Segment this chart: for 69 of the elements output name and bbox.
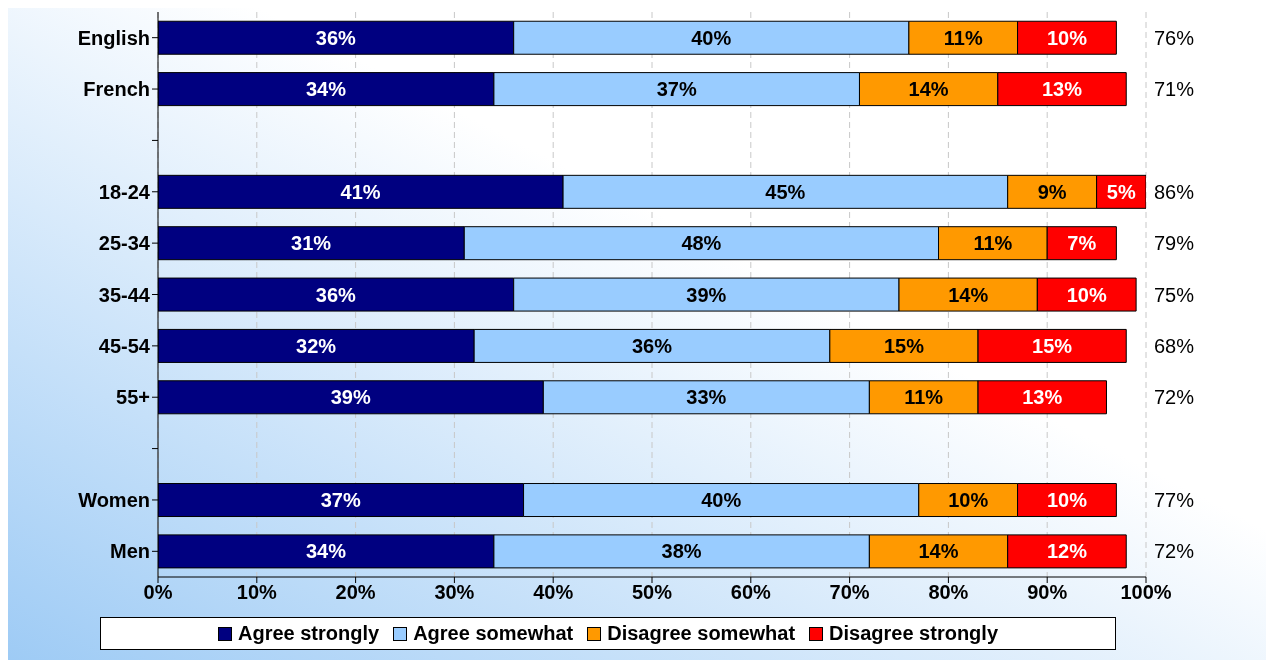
text: 77%: [1154, 489, 1195, 512]
legend-label: Disagree somewhat: [607, 622, 796, 645]
legend-label: Agree strongly: [237, 622, 380, 645]
text: 72%: [1154, 540, 1195, 563]
text: 86%: [1154, 180, 1195, 203]
data-label: 15%: [883, 335, 925, 358]
data-label: 7%: [1067, 232, 1097, 255]
x-tick-label: 40%: [533, 581, 574, 604]
data-label: 11%: [973, 232, 1013, 255]
data-label: 14%: [918, 540, 959, 563]
y-tick-label: 18-24: [98, 180, 151, 203]
data-label: 10%: [1046, 26, 1088, 49]
legend-label: Agree somewhat: [413, 622, 574, 645]
data-label: 37%: [320, 489, 362, 512]
data-label: 34%: [305, 78, 347, 101]
data-label: 11%: [943, 26, 983, 49]
y-tick-label: English: [77, 26, 150, 49]
data-label: 5%: [1106, 180, 1136, 203]
x-tick-label: 60%: [730, 581, 772, 604]
data-label: 15%: [1032, 335, 1073, 358]
data-label: 36%: [631, 335, 673, 358]
x-tick-label: 70%: [829, 581, 870, 604]
data-label: 12%: [1046, 540, 1088, 563]
data-label: 10%: [948, 489, 989, 512]
x-tick-label: 80%: [928, 581, 969, 604]
text: 72%: [1154, 386, 1195, 409]
data-label: 13%: [1042, 78, 1083, 101]
data-label: 32%: [296, 335, 337, 358]
x-tick-label: 30%: [434, 581, 475, 604]
data-label: 11%: [904, 386, 944, 409]
data-label: 40%: [701, 489, 742, 512]
data-label: 13%: [1022, 386, 1063, 409]
data-label: 38%: [661, 540, 702, 563]
data-label: 34%: [305, 540, 347, 563]
data-label: 10%: [1066, 283, 1107, 306]
data-label: 31%: [291, 232, 332, 255]
data-label: 9%: [1037, 180, 1067, 203]
text: 75%: [1154, 283, 1195, 306]
data-label: 33%: [686, 386, 727, 409]
data-label: 37%: [656, 78, 697, 101]
data-label: 39%: [330, 386, 371, 409]
y-tick-label: 45-54: [98, 334, 151, 357]
data-label: 39%: [686, 283, 727, 306]
text: 71%: [1154, 78, 1195, 101]
y-tick-label: 55+: [116, 386, 150, 409]
x-tick-label: 0%: [143, 581, 173, 604]
x-tick-label: 100%: [1120, 581, 1172, 604]
data-label: 36%: [315, 26, 357, 49]
legend-label: Disagree strongly: [829, 622, 999, 645]
y-tick-label: French: [83, 78, 150, 101]
y-tick-label: 25-34: [98, 232, 151, 255]
text: 68%: [1154, 334, 1195, 357]
x-tick-label: 90%: [1027, 581, 1068, 604]
x-tick-label: 10%: [236, 581, 278, 604]
x-tick-label: 20%: [335, 581, 376, 604]
data-label: 40%: [691, 26, 732, 49]
data-label: 45%: [765, 180, 806, 203]
data-label: 14%: [908, 78, 949, 101]
data-label: 41%: [340, 180, 381, 203]
y-tick-label: Men: [110, 540, 150, 563]
data-label: 14%: [948, 283, 989, 306]
y-tick-label: Women: [78, 489, 150, 512]
data-label: 36%: [315, 283, 357, 306]
data-label: 10%: [1046, 489, 1088, 512]
y-tick-label: 35-44: [98, 283, 151, 306]
data-label: 48%: [681, 232, 722, 255]
x-tick-label: 50%: [631, 581, 673, 604]
text: 76%: [1154, 26, 1195, 49]
text: 79%: [1154, 232, 1195, 255]
